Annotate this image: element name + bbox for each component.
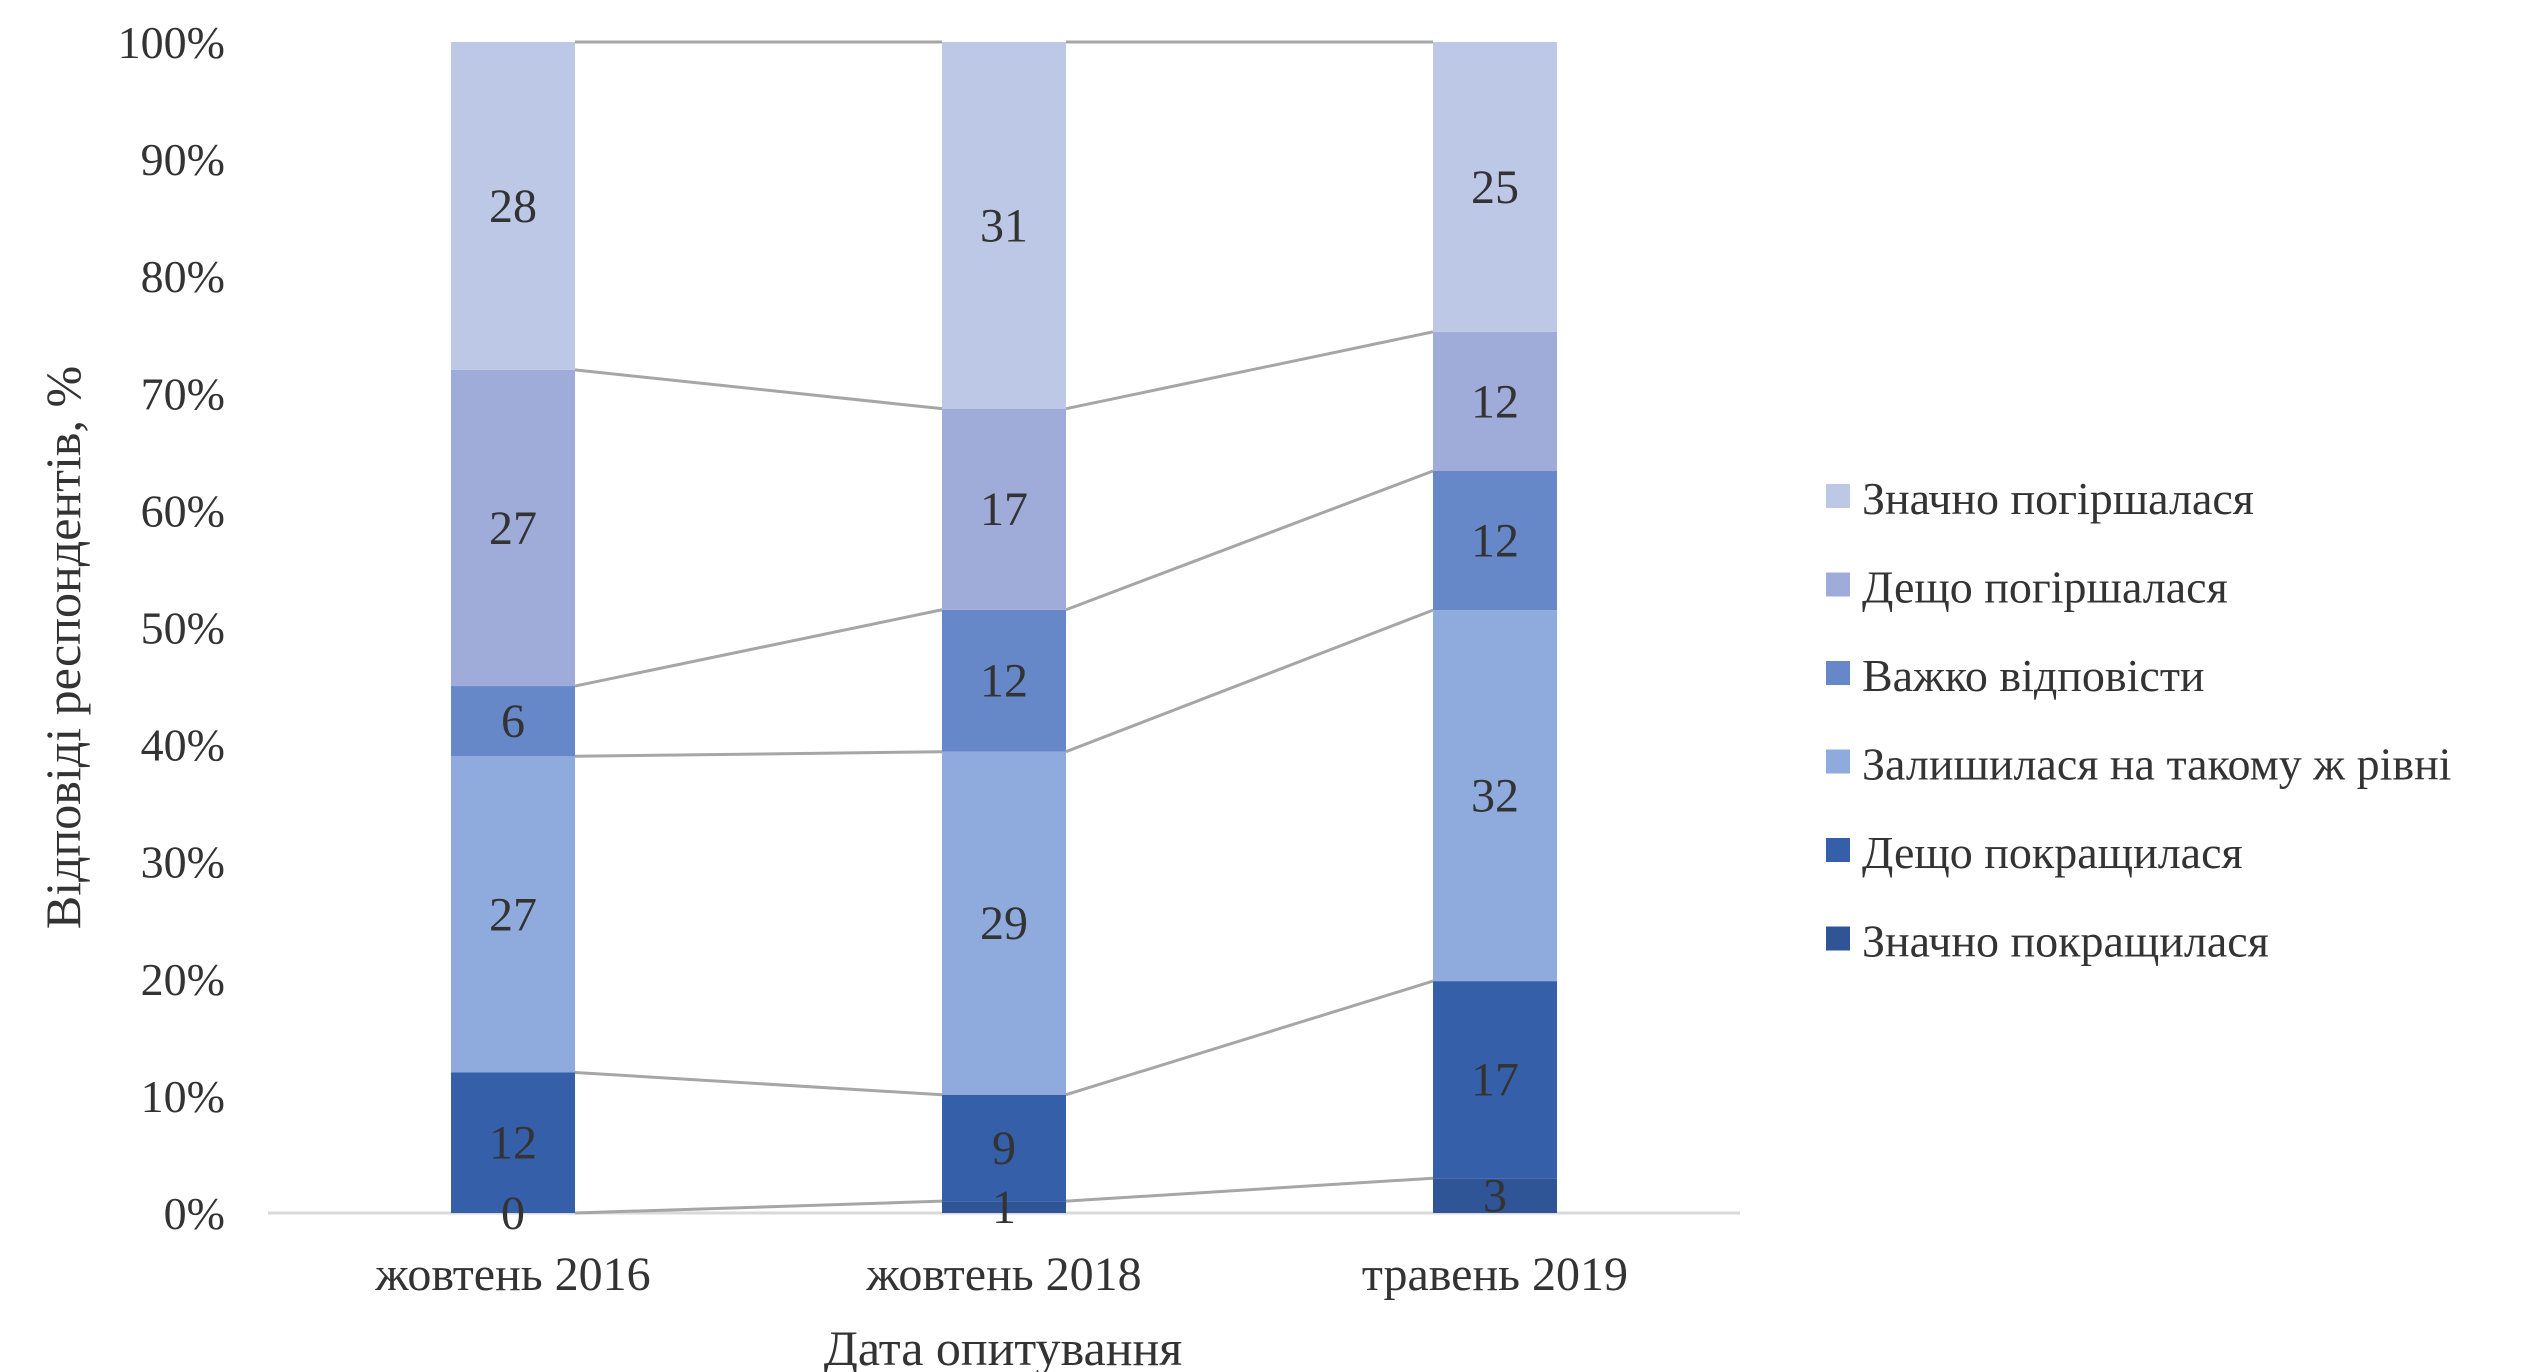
bar-segment [451,756,575,1073]
data-label: 25 [1471,161,1519,214]
y-tick-label: 80% [141,251,225,302]
y-tick-label: 90% [141,134,225,185]
y-axis-title: Відповіді респондентів, % [35,366,91,929]
data-label: 29 [980,897,1028,950]
y-tick-label: 0% [164,1188,225,1239]
data-label: 12 [489,1117,537,1170]
bar-segment [942,42,1066,409]
data-label: 27 [489,888,537,941]
data-label: 12 [1471,515,1519,568]
legend-swatch [1826,926,1850,951]
legend-swatch [1826,661,1850,685]
y-tick-label: 40% [141,720,225,771]
bar-segment [1433,1178,1557,1213]
bar-segment [1433,981,1557,1179]
data-label: 17 [980,483,1028,536]
bar-segment [1433,610,1557,982]
series-line [1065,979,1434,1097]
bar-segment [942,1094,1066,1202]
x-tick-label: травень 2019 [1362,1248,1628,1301]
series-line [574,1199,943,1215]
legend-label: Дещо покращилася [1862,827,2243,878]
y-tick-label: 60% [141,485,225,536]
legend-label: Дещо погіршалася [1862,562,2228,613]
data-label: 1 [992,1181,1016,1234]
bar-segment [942,408,1066,610]
bar-segment [451,42,575,370]
series-line [574,1070,943,1097]
data-label: 12 [980,655,1028,708]
series-line [574,608,943,688]
data-label: 12 [1471,375,1519,428]
bar-segment [451,686,575,757]
bar-segment [1433,42,1557,332]
y-tick-label: 70% [141,368,225,419]
y-tick-label: 30% [141,837,225,888]
series-line [574,750,943,758]
bar-segment [942,1201,1066,1213]
series-line [1065,330,1434,411]
x-axis-ticks: жовтень 2016 жовтень 2018 травень 2019 [374,1248,1628,1301]
bars [451,42,1557,1213]
series-line [1065,1176,1434,1203]
data-label: 17 [1471,1054,1519,1107]
data-labels: 0 12 27 6 27 28 1 9 29 12 17 31 3 17 32 12 12 25 [489,161,1519,1240]
data-label: 31 [980,199,1028,252]
legend-swatch [1826,749,1850,774]
data-label: 28 [489,180,537,233]
data-label: 32 [1471,770,1519,823]
y-tick-label: 20% [141,954,225,1005]
legend: Значно погіршалася Дещо погіршалася Важко … [1826,473,2451,967]
x-axis-title: Дата опитування [824,1320,1183,1372]
series-line [1065,608,1434,754]
bar-segment [1433,470,1557,611]
y-tick-label: 100% [118,17,225,68]
series-lines [574,40,1434,1215]
data-label: 0 [501,1187,525,1240]
bar-segment [942,609,1066,752]
y-tick-label: 50% [141,603,225,654]
legend-swatch [1826,838,1850,862]
bar-segment [942,751,1066,1095]
legend-label: Значно погіршалася [1862,473,2254,524]
bar-segment [1433,331,1557,471]
bar-segment [451,369,575,687]
legend-label: Значно покращилася [1862,916,2269,967]
y-axis-ticks: 0% 10% 20% 30% 40% 50% 60% 70% 80% 90% 100% [118,17,225,1239]
x-tick-label: жовтень 2018 [865,1248,1141,1301]
data-label: 6 [501,695,525,748]
legend-label: Залишилася на такому ж рівні [1862,739,2451,790]
bar-segment [451,1072,575,1213]
x-tick-label: жовтень 2016 [374,1248,650,1301]
y-tick-label: 10% [141,1071,225,1122]
legend-swatch [1826,484,1850,508]
legend-swatch [1826,572,1850,597]
series-line [1065,469,1434,612]
data-label: 27 [489,502,537,555]
series-line [574,368,943,411]
data-label: 3 [1483,1170,1507,1223]
data-label: 9 [992,1122,1016,1175]
legend-label: Важко відповісти [1862,650,2205,701]
